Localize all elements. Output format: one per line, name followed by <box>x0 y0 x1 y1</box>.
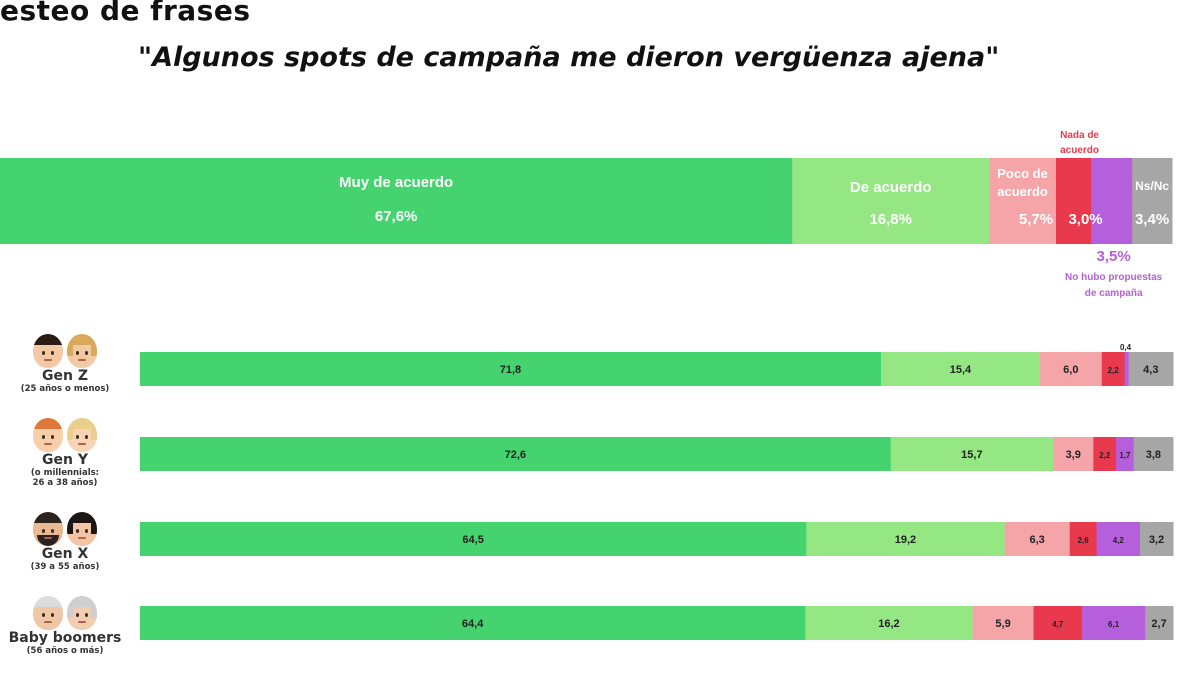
gen-value-4-nada-de-acuerdo: 4,7 <box>1052 620 1064 629</box>
total-value-no-hubo-propuestas: 3,5% <box>1097 248 1131 265</box>
total-label-nada-line1: Nada de <box>1060 130 1099 141</box>
gen-bar-4-poco-de-acuerdo <box>972 606 1035 640</box>
woman-avatar-icon <box>67 334 97 368</box>
total-bar-no-hubo-propuestas <box>1091 158 1133 244</box>
gen-bar-4-ns-nc <box>1145 606 1174 640</box>
gen-value-4-ns-nc: 2,7 <box>1151 618 1166 630</box>
gen-value-1-nada-de-acuerdo: 2,2 <box>1108 366 1120 375</box>
gen-name: Baby boomers <box>8 630 122 646</box>
gen-bar-4-nada-de-acuerdo <box>1033 606 1083 640</box>
total-label-nohubo-line1: No hubo propuestas <box>1065 272 1163 283</box>
gen-avatars <box>0 334 130 368</box>
gen-label-3: Gen X (39 a 55 años) <box>0 512 130 572</box>
gen-bar-3-muy-de-acuerdo <box>140 522 807 556</box>
gen-bar-3-ns-nc <box>1139 522 1174 556</box>
gen-value-4-poco-de-acuerdo: 5,9 <box>995 618 1010 630</box>
gen-bar-2-muy-de-acuerdo <box>140 437 892 471</box>
gen-value-1-ns-nc: 4,3 <box>1143 364 1158 376</box>
man-avatar-icon <box>33 418 63 452</box>
gen-avatars <box>0 512 130 546</box>
total-value-nada-de-acuerdo: 3,0% <box>1068 211 1102 228</box>
gen-value-2-poco-de-acuerdo: 3,9 <box>1066 449 1081 461</box>
total-bar-poco-de-acuerdo <box>989 158 1057 244</box>
gen-name: Gen Y <box>42 452 88 468</box>
gen-age-range: 26 a 38 años) <box>32 478 98 488</box>
man-avatar-icon <box>33 596 63 630</box>
gen-name: Gen Z <box>42 368 88 384</box>
gen-age-range: (o millennials: <box>30 468 100 478</box>
gen-value-3-muy-de-acuerdo: 64,5 <box>462 534 483 546</box>
total-label-de-acuerdo: De acuerdo <box>850 179 932 196</box>
gen-bar-1-muy-de-acuerdo <box>140 352 882 386</box>
gen-value-2-no-hubo-propuestas: 1,7 <box>1119 451 1131 460</box>
total-label-muy-de-acuerdo: Muy de acuerdo <box>339 174 453 191</box>
chart-subtitle: "Algunos spots de campaña me dieron verg… <box>138 42 1000 73</box>
gen-value-3-ns-nc: 3,2 <box>1149 534 1164 546</box>
gen-bar-3-de-acuerdo <box>806 522 1006 556</box>
man-avatar-icon <box>33 512 63 546</box>
gen-label-4: Baby boomers (56 años o más) <box>0 596 130 656</box>
gen-bar-3-nada-de-acuerdo <box>1069 522 1098 556</box>
gen-value-1-de-acuerdo: 15,4 <box>950 364 972 376</box>
gen-bar-3-no-hubo-propuestas <box>1096 522 1141 556</box>
gen-value-2-nada-de-acuerdo: 2,2 <box>1099 451 1111 460</box>
gen-value-1-poco-de-acuerdo: 6,0 <box>1063 364 1078 376</box>
gen-age-range: (39 a 55 años) <box>30 562 100 572</box>
gen-bar-1-nada-de-acuerdo <box>1101 352 1125 386</box>
gen-value-3-de-acuerdo: 19,2 <box>895 534 916 546</box>
gen-label-1: Gen Z (25 años o menos) <box>0 334 130 394</box>
gen-value-4-no-hubo-propuestas: 6,1 <box>1108 620 1120 629</box>
man-avatar-icon <box>33 334 63 368</box>
gen-bar-4-no-hubo-propuestas <box>1082 606 1146 640</box>
total-value-ns-nc: 3,4% <box>1135 211 1169 228</box>
gen-bar-4-de-acuerdo <box>805 606 974 640</box>
gen-bar-1-de-acuerdo <box>880 352 1041 386</box>
total-bar-de-acuerdo <box>792 158 990 244</box>
gen-bar-3-poco-de-acuerdo <box>1004 522 1071 556</box>
total-value-poco-de-acuerdo: 5,7% <box>1019 211 1053 228</box>
gen-bar-4-muy-de-acuerdo <box>140 606 806 640</box>
gen-avatars <box>0 596 130 630</box>
gen-bar-1-poco-de-acuerdo <box>1039 352 1103 386</box>
gen-bar-2-ns-nc <box>1133 437 1174 471</box>
woman-avatar-icon <box>67 418 97 452</box>
gen-value-3-no-hubo-propuestas: 4,2 <box>1113 536 1125 545</box>
woman-avatar-icon <box>67 512 97 546</box>
total-bar-ns-nc <box>1132 158 1173 244</box>
gen-value-2-muy-de-acuerdo: 72,6 <box>505 449 526 461</box>
gen-label-2: Gen Y (o millennials: 26 a 38 años) <box>0 418 130 488</box>
gen-value-3-nada-de-acuerdo: 2,6 <box>1078 536 1090 545</box>
total-value-de-acuerdo: 16,8% <box>869 211 912 228</box>
gen-bar-1-no-hubo-propuestas <box>1124 352 1130 386</box>
woman-avatar-icon <box>67 596 97 630</box>
total-bar-muy-de-acuerdo <box>0 158 793 244</box>
gen-value-2-ns-nc: 3,8 <box>1146 449 1161 461</box>
gen-age-range: (56 años o más) <box>26 646 104 656</box>
total-label-ns-nc: Ns/Nc <box>1135 179 1169 193</box>
total-label-nada-line2: acuerdo <box>1060 145 1099 156</box>
total-label-poco-line1: Poco de <box>997 166 1048 181</box>
total-bar-nada-de-acuerdo <box>1055 158 1092 244</box>
gen-name: Gen X <box>41 546 89 562</box>
gen-bar-2-poco-de-acuerdo <box>1053 437 1094 471</box>
gen-bar-2-de-acuerdo <box>890 437 1054 471</box>
total-label-nohubo-line2: de campaña <box>1085 288 1143 299</box>
gen-value-4-de-acuerdo: 16,2 <box>878 618 899 630</box>
gen-avatars <box>0 418 130 452</box>
gen-bar-1-ns-nc <box>1128 352 1174 386</box>
gen-value-1-muy-de-acuerdo: 71,8 <box>500 364 521 376</box>
gen-age-range: (25 años o menos) <box>20 384 110 394</box>
total-label-poco-line2: acuerdo <box>997 184 1048 199</box>
total-value-muy-de-acuerdo: 67,6% <box>375 208 418 225</box>
gen-bar-2-no-hubo-propuestas <box>1116 437 1135 471</box>
gen-value-3-poco-de-acuerdo: 6,3 <box>1030 534 1045 546</box>
gen-value-2-de-acuerdo: 15,7 <box>961 449 982 461</box>
gen-value-4-muy-de-acuerdo: 64,4 <box>462 618 484 630</box>
gen-value-1-no-hubo-propuestas: 0,4 <box>1120 343 1132 352</box>
gen-bar-2-nada-de-acuerdo <box>1093 437 1117 471</box>
section-header: esteo de frases <box>0 0 251 27</box>
